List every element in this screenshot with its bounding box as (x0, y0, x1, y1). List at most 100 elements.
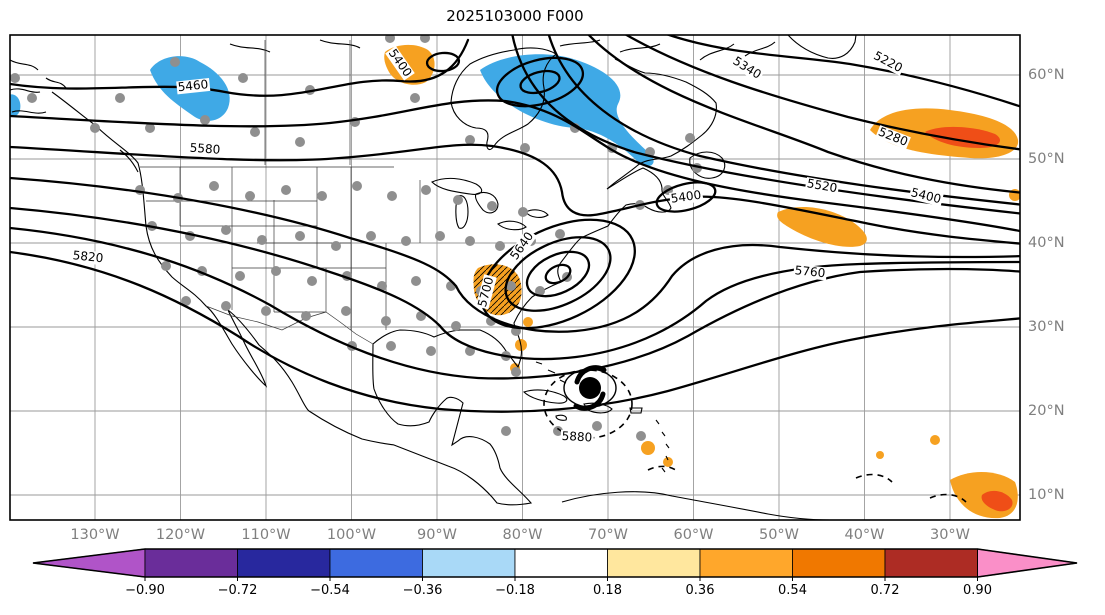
coastline-caribbean-islands (522, 361, 670, 473)
closed-contour-oval (425, 51, 461, 73)
station-dot (366, 231, 376, 241)
state-borders (140, 40, 421, 345)
colorbar-segment (607, 548, 701, 578)
closed-low-ring (480, 218, 636, 330)
longitude-tick-label: 110°W (241, 527, 291, 543)
latitude-tick-label: 30°N (1028, 319, 1065, 335)
station-dot (451, 321, 461, 331)
station-dot (381, 316, 391, 326)
colorbar-tick-label: −0.18 (495, 583, 535, 598)
contour-label: 5580 (188, 140, 222, 157)
longitude-tick-label: 70°W (587, 527, 629, 543)
coastline-north-america (51, 58, 717, 506)
station-dot (420, 35, 430, 43)
longitude-tick-label: 50°W (758, 527, 800, 543)
station-dot (435, 231, 445, 241)
station-dot (115, 93, 125, 103)
colorbar-segment (699, 548, 793, 578)
contour-5520 (10, 99, 1020, 233)
station-dot (341, 306, 351, 316)
coastline-south-america (561, 491, 831, 520)
dashed-arc (647, 465, 679, 473)
positive-anomaly-patch (777, 206, 867, 247)
contour-5700 (10, 206, 1020, 361)
station-dot (200, 115, 210, 125)
closed-low-ring (525, 250, 591, 298)
contour-5640 (10, 176, 1020, 333)
colorbar-tick-label: −0.36 (402, 583, 443, 598)
longitude-tick-label: 80°W (502, 527, 543, 543)
colorbar-tick-label: 0.54 (778, 583, 807, 598)
station-dot (352, 181, 362, 191)
station-dot (161, 261, 171, 271)
station-dot (535, 286, 545, 296)
longitude-tick-label: 60°W (673, 527, 714, 543)
contour-5880-dashed (543, 369, 633, 439)
longitude-tick-label: 120°W (155, 527, 206, 543)
station-dot (317, 191, 327, 201)
station-dot (506, 281, 516, 291)
colorbar-arrow-right (977, 548, 1078, 578)
station-dot (386, 341, 396, 351)
colorbar-tick-label: −0.54 (310, 583, 350, 598)
colorbar-tick-label: 0.36 (685, 583, 715, 598)
longitude-tick-label: 30°W (929, 527, 971, 543)
contour-5280 (624, 35, 1020, 151)
contour-5220 (665, 35, 1020, 108)
station-dot (518, 207, 528, 217)
colorbar (32, 548, 1078, 581)
colorbar-tick-label: −0.72 (217, 583, 258, 598)
station-dot (555, 229, 565, 239)
station-dot (295, 231, 305, 241)
colorbar-tick-label: 0.18 (593, 583, 622, 598)
colorbar-segment (514, 548, 608, 578)
dashed-arc (855, 473, 893, 483)
negative-anomaly-patch (480, 54, 654, 167)
station-dot (385, 35, 395, 43)
longitude-tick-label: 100°W (326, 527, 377, 543)
closed-low-ring-newfoundland (655, 181, 717, 213)
closed-low-ring (544, 263, 572, 285)
station-dot (685, 133, 695, 143)
station-dot (90, 123, 100, 133)
colorbar-segment (792, 548, 886, 578)
station-dot (135, 185, 145, 195)
station-dot (465, 236, 475, 246)
latitude-tick-label: 60°N (1028, 67, 1065, 83)
station-dot (257, 235, 267, 245)
station-dot (520, 143, 530, 153)
station-dot (401, 236, 411, 246)
station-dot (295, 137, 305, 147)
station-dot (209, 181, 219, 191)
colorbar-segment (144, 548, 238, 578)
contour-5820 (10, 250, 1020, 413)
coastlines (10, 35, 857, 520)
coastline-hudson-bay (450, 47, 557, 151)
colorbar-tick-label: 0.72 (870, 583, 900, 598)
colorbar-segment (884, 548, 978, 578)
tropical-cyclone-icon (563, 365, 617, 411)
station-dot (426, 346, 436, 356)
station-dot (301, 311, 311, 321)
station-dot (387, 191, 397, 201)
closed-low-ring (504, 236, 612, 312)
closed-low-ring-quebec (495, 56, 585, 108)
station-dot (592, 421, 602, 431)
station-dot (307, 276, 317, 286)
station-dot (410, 93, 420, 103)
longitude-tick-label: 40°W (844, 527, 885, 543)
coastline-greenland (787, 35, 857, 59)
station-dot (221, 301, 231, 311)
colorbar-arrow-left (32, 548, 146, 578)
coastline-newfoundland (689, 151, 726, 179)
station-dot (271, 266, 281, 276)
latitude-tick-label: 40°N (1028, 235, 1065, 251)
anomaly-shading (10, 44, 1020, 519)
colorbar-segment (422, 548, 516, 578)
station-dot (421, 185, 431, 195)
coastline-arctic-islands (229, 39, 776, 61)
station-dot (465, 135, 475, 145)
contour-5460-west (10, 38, 470, 97)
